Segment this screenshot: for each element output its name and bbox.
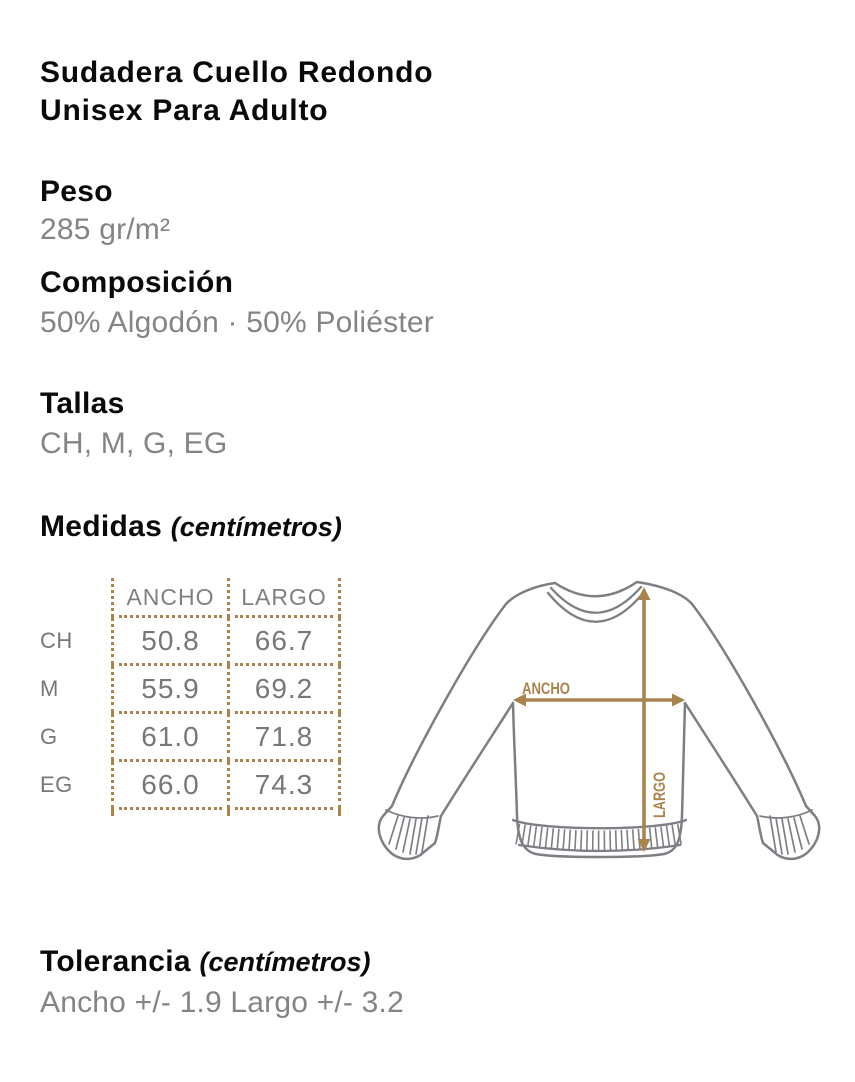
medidas-heading: Medidas (centímetros) <box>40 510 342 544</box>
tolerancia-heading: Tolerancia (centímetros) <box>40 945 371 979</box>
size-table-header-largo: LARGO <box>227 578 341 618</box>
tolerancia-heading-text: Tolerancia <box>40 945 191 978</box>
measurement-arrows: ANCHO LARGO <box>513 587 685 852</box>
cuff-ribbing-left <box>388 815 429 855</box>
size-table-header-ancho: ANCHO <box>111 578 227 618</box>
size-cell-ancho: 50.8 <box>111 617 227 666</box>
size-row-label: CH <box>40 628 73 653</box>
sweater-illustration: ANCHO LARGO <box>377 580 821 861</box>
size-table-corner <box>40 578 111 617</box>
composicion-heading: Composición <box>40 266 234 299</box>
page-title-line2: Unisex Para Adulto <box>40 94 329 127</box>
cuff-seam-left <box>385 809 439 819</box>
size-cell-largo: 66.7 <box>227 617 341 666</box>
tallas-heading: Tallas <box>40 387 125 420</box>
size-table: ANCHO LARGO CH 50.8 66.7 M 55.9 69.2 G 6… <box>40 578 341 819</box>
cuff-ribbing-right <box>769 815 810 855</box>
largo-arrow-label: LARGO <box>650 772 669 818</box>
hem-band-edge <box>511 818 688 853</box>
composicion-value: 50% Algodón · 50% Poliéster <box>40 306 434 339</box>
size-cell-largo: 71.8 <box>227 713 341 762</box>
size-table-spacer <box>111 809 227 815</box>
largo-arrow <box>637 587 651 852</box>
medidas-unit-note: (centímetros) <box>170 512 342 542</box>
size-table-spacer <box>227 809 341 815</box>
size-cell-ancho: 55.9 <box>111 665 227 714</box>
page-title-line1: Sudadera Cuello Redondo <box>40 56 434 89</box>
size-cell-ancho: 66.0 <box>111 761 227 810</box>
size-cell-largo: 74.3 <box>227 761 341 810</box>
sweater-outline <box>377 580 821 861</box>
peso-value: 285 gr/m² <box>40 213 171 246</box>
size-row-label: EG <box>40 772 73 797</box>
cuff-seam-right <box>759 809 813 819</box>
size-table-spacer <box>40 809 111 815</box>
ancho-arrow-label: ANCHO <box>522 679 570 698</box>
tolerancia-unit-note: (centímetros) <box>199 947 371 977</box>
peso-heading: Peso <box>40 175 113 208</box>
size-cell-ancho: 61.0 <box>111 713 227 762</box>
page-title: Sudadera Cuello Redondo Unisex Para Adul… <box>40 54 433 130</box>
tolerancia-value: Ancho +/- 1.9 Largo +/- 3.2 <box>40 986 404 1019</box>
size-row-label: M <box>40 676 59 701</box>
size-row-label: G <box>40 724 58 749</box>
tallas-value: CH, M, G, EG <box>40 427 228 460</box>
ancho-arrow <box>513 693 685 707</box>
collar-ribbing <box>546 585 646 623</box>
medidas-heading-text: Medidas <box>40 510 163 543</box>
size-cell-largo: 69.2 <box>227 665 341 714</box>
